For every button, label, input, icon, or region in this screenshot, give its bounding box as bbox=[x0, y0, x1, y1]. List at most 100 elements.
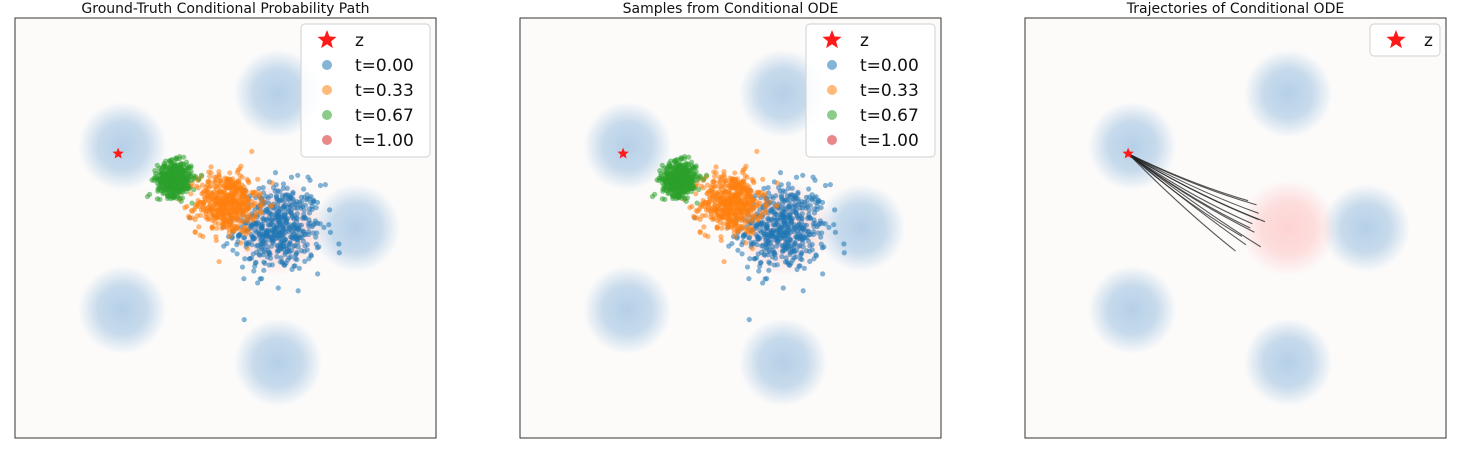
point bbox=[755, 190, 761, 196]
point bbox=[734, 193, 740, 199]
point bbox=[737, 189, 743, 196]
point bbox=[327, 207, 333, 213]
point bbox=[263, 229, 270, 235]
point bbox=[841, 250, 847, 256]
point bbox=[721, 174, 727, 180]
point bbox=[182, 168, 188, 174]
legend-marker-z bbox=[822, 30, 842, 49]
point bbox=[287, 240, 293, 246]
point bbox=[800, 236, 806, 242]
point bbox=[812, 177, 818, 183]
point bbox=[196, 176, 202, 183]
point bbox=[154, 162, 160, 168]
point bbox=[735, 198, 742, 204]
point bbox=[204, 193, 210, 199]
point bbox=[760, 242, 766, 248]
target-blob bbox=[1239, 179, 1337, 277]
point bbox=[257, 252, 263, 258]
point bbox=[312, 220, 318, 227]
legend-label: t=1.00 bbox=[860, 131, 919, 151]
point bbox=[671, 191, 678, 197]
point bbox=[763, 224, 770, 230]
point bbox=[281, 217, 287, 223]
point bbox=[782, 235, 789, 241]
point bbox=[753, 223, 759, 229]
point bbox=[757, 214, 764, 220]
point bbox=[214, 225, 220, 231]
point bbox=[717, 184, 723, 190]
point bbox=[252, 260, 259, 266]
point bbox=[222, 196, 228, 202]
point bbox=[710, 179, 716, 185]
point bbox=[230, 228, 236, 234]
point bbox=[277, 235, 284, 241]
point bbox=[780, 188, 786, 194]
point bbox=[773, 203, 779, 209]
point bbox=[278, 245, 284, 251]
point bbox=[760, 176, 766, 182]
density-blob-1 bbox=[583, 101, 672, 191]
point bbox=[689, 185, 695, 192]
point bbox=[313, 205, 319, 211]
point bbox=[220, 213, 227, 220]
point bbox=[260, 185, 266, 191]
point bbox=[716, 189, 722, 195]
point bbox=[321, 224, 327, 230]
point bbox=[701, 224, 707, 230]
point bbox=[708, 207, 715, 213]
point bbox=[233, 181, 239, 187]
point bbox=[261, 259, 267, 265]
point bbox=[189, 200, 195, 206]
point bbox=[694, 200, 700, 206]
point bbox=[294, 256, 300, 263]
point bbox=[693, 191, 699, 197]
point bbox=[189, 208, 195, 215]
point bbox=[199, 182, 205, 188]
point bbox=[750, 213, 756, 219]
density-blob-3 bbox=[583, 265, 672, 355]
point bbox=[663, 184, 669, 191]
point bbox=[227, 170, 233, 176]
point bbox=[307, 177, 313, 183]
legend-box bbox=[300, 23, 431, 158]
point bbox=[245, 229, 252, 235]
point bbox=[210, 212, 216, 218]
point bbox=[250, 236, 256, 243]
legend-label: t=0.67 bbox=[860, 106, 919, 126]
point bbox=[180, 161, 186, 167]
point bbox=[765, 216, 771, 222]
point bbox=[163, 187, 169, 193]
point bbox=[245, 213, 251, 219]
point bbox=[308, 252, 314, 258]
point bbox=[726, 183, 732, 189]
point bbox=[229, 193, 235, 199]
point bbox=[226, 201, 232, 207]
point bbox=[772, 255, 779, 261]
point bbox=[302, 258, 308, 264]
point bbox=[299, 198, 305, 205]
point bbox=[295, 236, 301, 242]
point bbox=[718, 237, 724, 244]
point bbox=[314, 199, 321, 206]
point bbox=[242, 256, 248, 262]
point bbox=[292, 263, 298, 269]
point bbox=[273, 182, 279, 188]
point bbox=[256, 185, 262, 192]
point bbox=[806, 186, 812, 192]
trajectory-7 bbox=[1127, 153, 1266, 223]
point bbox=[682, 165, 688, 171]
point bbox=[768, 229, 775, 235]
point bbox=[787, 236, 793, 242]
scatter-points bbox=[649, 148, 847, 323]
point bbox=[288, 195, 294, 201]
point bbox=[230, 247, 236, 253]
point bbox=[742, 219, 749, 226]
point bbox=[692, 215, 698, 221]
point bbox=[248, 223, 254, 229]
point bbox=[290, 189, 296, 195]
point bbox=[713, 164, 719, 170]
point bbox=[672, 171, 678, 177]
point bbox=[792, 208, 798, 215]
point bbox=[804, 248, 810, 254]
point bbox=[717, 220, 723, 226]
